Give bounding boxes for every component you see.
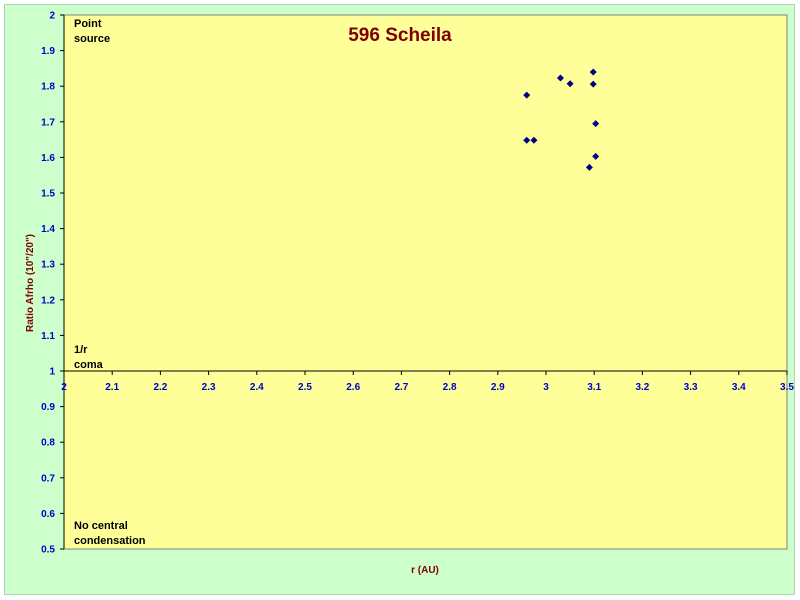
y-tick-label: 0.5 [41, 545, 55, 556]
data-point [592, 152, 600, 160]
data-points [523, 68, 600, 171]
annotation-label: source [74, 33, 110, 45]
y-axis-label: Ratio Afrho (10"/20") [25, 234, 36, 332]
y-tick-label: 0.8 [41, 438, 55, 449]
y-axis: 0.5 0.6 0.7 0.8 0.9 1 1.1 1.2 1.3 1.4 1.5 1.6 1.7 1.8… [41, 11, 65, 556]
y-tick-label: 1.5 [41, 189, 55, 200]
y-tick-label: 0.9 [41, 402, 55, 413]
x-tick-label: 3.1 [587, 382, 601, 393]
x-tick-label: 2.4 [250, 382, 264, 393]
x-tick-label: 2.3 [202, 382, 216, 393]
annotations: Point source 1/r coma No central condensation [74, 18, 146, 547]
data-point [589, 68, 597, 76]
x-tick-label: 3.4 [732, 382, 746, 393]
y-tick-label: 1.3 [41, 260, 55, 271]
y-tick-label: 1.4 [41, 224, 55, 235]
x-tick-label: 3.3 [684, 382, 698, 393]
data-point [523, 136, 531, 144]
data-point [592, 120, 600, 128]
data-point [589, 80, 597, 88]
x-tick-label: 2 [61, 382, 67, 393]
x-tick-label: 2.8 [443, 382, 457, 393]
x-tick-label: 2.2 [153, 382, 167, 393]
x-tick-label: 2.6 [346, 382, 360, 393]
annotation-label: No central [74, 520, 128, 532]
x-tick-label: 2.7 [394, 382, 408, 393]
y-tick-label: 1.2 [41, 295, 55, 306]
data-point [530, 136, 538, 144]
y-tick-label: 0.7 [41, 473, 55, 484]
y-tick-label: 0.6 [41, 509, 55, 520]
x-axis: 2 2.1 2.2 2.3 2.4 2.5 2.6 2.7 2.8 2.9 3 3.1 3.2 3.3 3.… [61, 370, 794, 393]
data-point [523, 91, 531, 99]
y-tick-label: 1.8 [41, 82, 55, 93]
x-tick-label: 3.2 [635, 382, 649, 393]
y-tick-label: 1.7 [41, 117, 55, 128]
y-tick-label: 1.1 [41, 331, 55, 342]
x-tick-label: 2.9 [491, 382, 505, 393]
annotation-label: coma [74, 359, 104, 371]
x-axis-label: r (AU) [411, 565, 439, 576]
annotation-label: Point [74, 18, 102, 30]
y-tick-label: 1 [49, 367, 55, 378]
x-tick-label: 3 [543, 382, 549, 393]
x-tick-label: 2.1 [105, 382, 119, 393]
annotation-label: condensation [74, 535, 146, 547]
y-tick-label: 1.6 [41, 153, 55, 164]
chart-title: 596 Scheila [348, 25, 452, 46]
y-tick-label: 2 [49, 11, 55, 22]
data-point [566, 80, 574, 88]
x-tick-label: 2.5 [298, 382, 312, 393]
y-tick-label: 1.9 [41, 46, 55, 57]
annotation-label: 1/r [74, 344, 88, 356]
x-tick-label: 3.5 [780, 382, 794, 393]
plot-area [63, 14, 788, 550]
data-point [585, 163, 593, 171]
data-point [556, 74, 564, 82]
